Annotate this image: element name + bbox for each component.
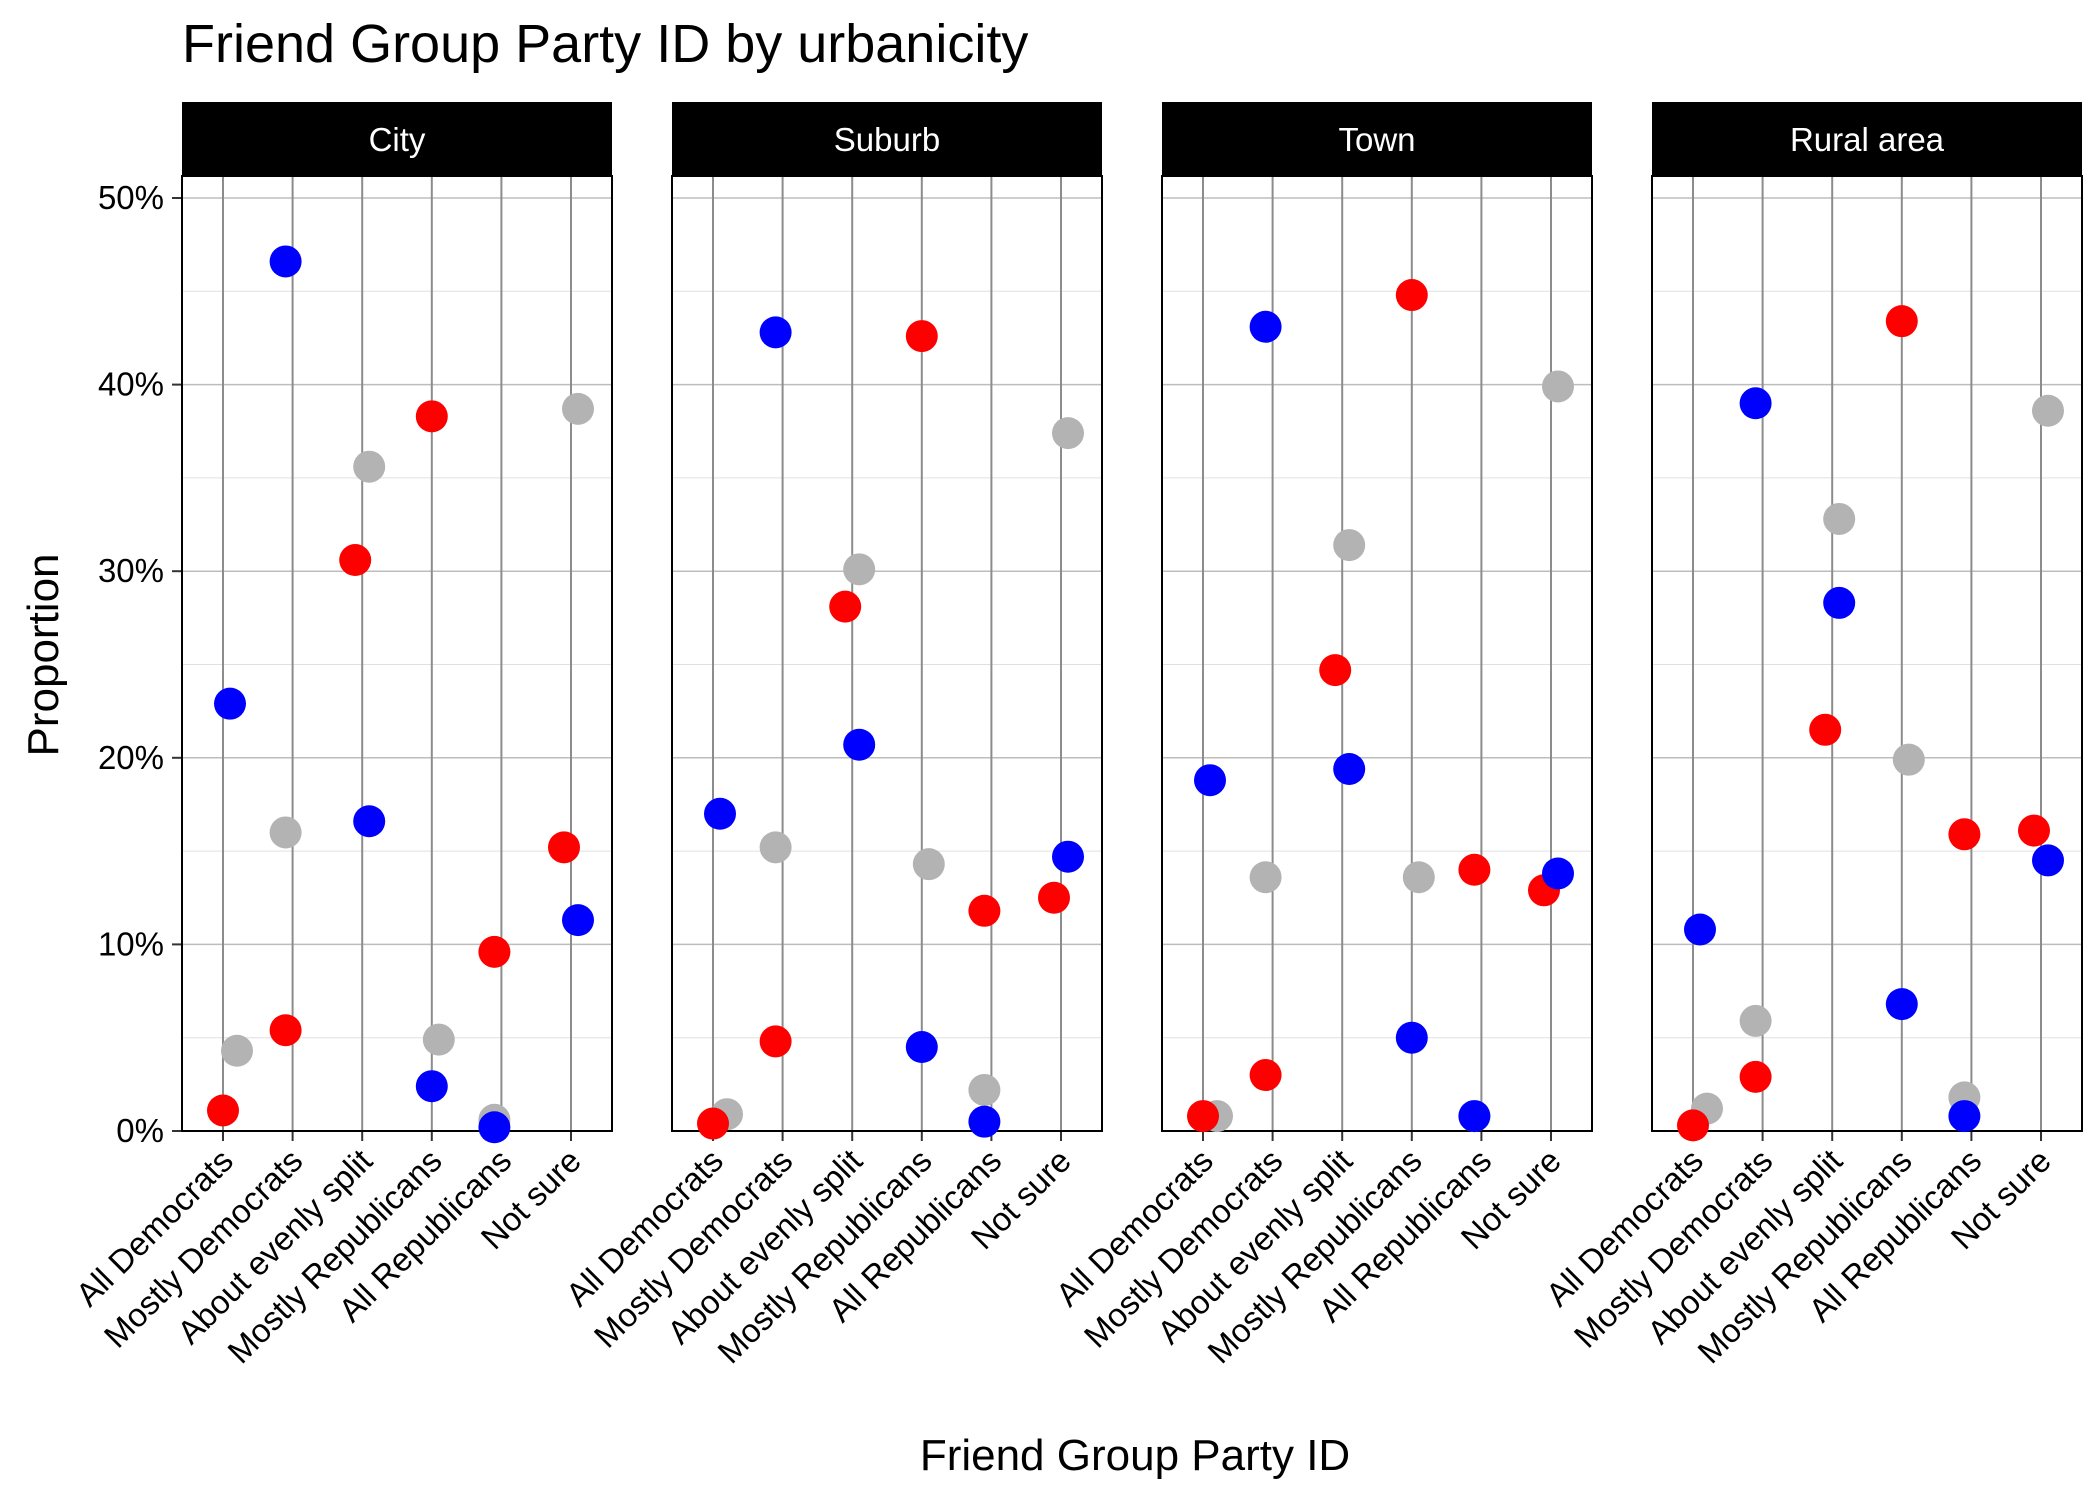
panel-border: [671, 175, 1103, 1132]
data-point-red: [548, 831, 580, 864]
data-point-blue: [415, 1070, 448, 1103]
data-point-red: [697, 1107, 729, 1140]
data-point-red: [829, 590, 862, 623]
data-point-gray: [1333, 529, 1366, 562]
data-point-blue: [1542, 857, 1574, 890]
data-point-blue: [1458, 1100, 1491, 1133]
data-point-blue: [1684, 913, 1716, 946]
y-tick-label: 0%: [116, 1112, 164, 1149]
data-point-blue: [843, 728, 876, 761]
data-point-blue: [968, 1105, 1001, 1138]
strip-label: Town: [1338, 121, 1415, 158]
data-point-red: [905, 320, 938, 353]
data-point-gray: [221, 1034, 253, 1067]
data-point-red: [269, 1014, 302, 1047]
data-point-gray: [422, 1023, 455, 1056]
data-point-gray: [1249, 861, 1282, 894]
data-point-blue: [1948, 1100, 1981, 1133]
data-point-blue: [562, 904, 594, 937]
strip-label: City: [369, 121, 426, 158]
data-point-red: [2018, 814, 2050, 847]
data-point-blue: [353, 805, 386, 838]
strip-header: [672, 102, 1102, 176]
data-point-blue: [1194, 764, 1226, 797]
data-point-gray: [843, 553, 876, 586]
data-point-red: [1249, 1059, 1282, 1092]
panel-border: [181, 175, 613, 1132]
data-point-gray: [759, 831, 792, 864]
data-point-red: [1038, 881, 1070, 914]
data-point-blue: [1052, 840, 1084, 873]
data-point-gray: [1052, 417, 1084, 450]
data-point-red: [1319, 654, 1352, 687]
panel-border: [1651, 175, 2083, 1132]
data-point-blue: [1333, 752, 1366, 785]
data-point-red: [1458, 853, 1491, 886]
data-point-red: [478, 935, 511, 968]
data-point-blue: [1885, 988, 1918, 1021]
data-point-blue: [1823, 586, 1856, 619]
strip-label: Suburb: [834, 121, 940, 158]
data-point-gray: [1402, 861, 1435, 894]
data-point-blue: [1395, 1021, 1428, 1054]
data-point-red: [207, 1094, 239, 1127]
data-point-gray: [912, 848, 945, 881]
data-point-blue: [704, 797, 736, 830]
y-tick-label: 20%: [98, 739, 164, 776]
y-tick-label: 40%: [98, 366, 164, 403]
data-point-gray: [1823, 502, 1856, 535]
data-point-red: [415, 400, 448, 433]
data-point-gray: [968, 1073, 1001, 1106]
data-point-red: [1948, 818, 1981, 851]
data-point-blue: [269, 245, 302, 278]
data-point-red: [1885, 305, 1918, 338]
data-point-red: [968, 894, 1001, 927]
data-point-blue: [759, 316, 792, 349]
data-point-blue: [905, 1031, 938, 1064]
data-point-red: [1677, 1109, 1709, 1142]
x-axis-title: Friend Group Party ID: [920, 1431, 1350, 1480]
strip-header: [1652, 102, 2082, 176]
data-point-red: [1187, 1100, 1219, 1133]
strip-header: [182, 102, 612, 176]
y-axis: 0% 10% 20% 30% 40% 50%: [98, 179, 182, 1149]
data-point-blue: [2032, 844, 2064, 877]
data-point-red: [339, 544, 372, 577]
panel-border: [1161, 175, 1593, 1132]
y-tick-label: 50%: [98, 179, 164, 216]
data-point-red: [1739, 1060, 1772, 1093]
data-point-blue: [1249, 310, 1282, 343]
strip-header: [1162, 102, 1592, 176]
y-axis-title: Proportion: [19, 553, 68, 756]
data-point-gray: [562, 392, 594, 425]
y-tick-label: 10%: [98, 925, 164, 962]
data-point-gray: [353, 450, 386, 483]
data-point-gray: [2032, 394, 2064, 427]
data-point-gray: [269, 816, 302, 849]
data-point-red: [1395, 279, 1428, 312]
data-point-gray: [1892, 743, 1925, 776]
data-point-blue: [214, 687, 246, 720]
data-point-blue: [478, 1111, 511, 1144]
data-point-red: [759, 1025, 792, 1058]
data-point-gray: [1542, 370, 1574, 403]
y-tick-label: 30%: [98, 552, 164, 589]
strip-label: Rural area: [1790, 121, 1945, 158]
chart-title: Friend Group Party ID by urbanicity: [182, 14, 1028, 74]
data-point-blue: [1739, 387, 1772, 420]
data-point-red: [1809, 713, 1842, 746]
data-point-gray: [1739, 1004, 1772, 1037]
